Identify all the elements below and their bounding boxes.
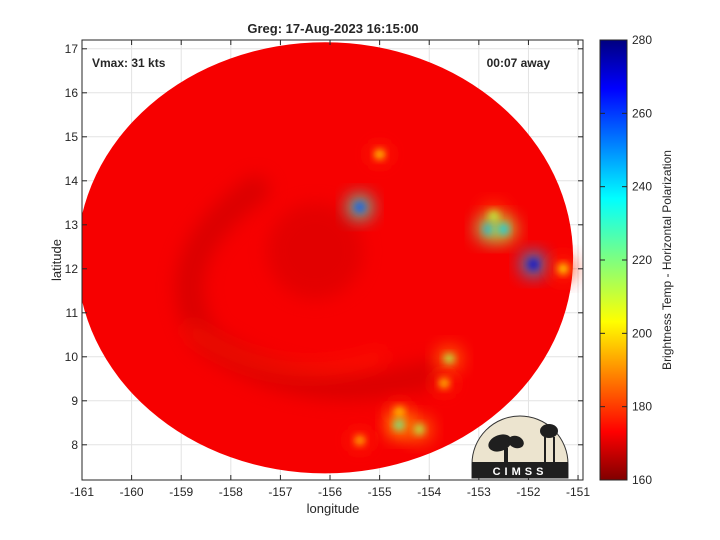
y-tick-label: 17 — [65, 42, 79, 56]
y-axis-ticks: 8 9 10 11 12 13 14 15 16 17 — [65, 42, 583, 452]
x-tick-label: -153 — [467, 485, 491, 499]
colorbar-tick-label: 220 — [632, 253, 652, 267]
vmax-annotation: Vmax: 31 kts — [92, 56, 166, 70]
y-tick-label: 10 — [65, 350, 79, 364]
chart-title: Greg: 17-Aug-2023 16:15:00 — [247, 21, 418, 36]
y-tick-label: 11 — [66, 306, 79, 320]
cimss-logo: CIMSS — [471, 415, 569, 479]
y-tick-label: 14 — [65, 174, 79, 188]
colorbar-ticks: 160 180 200 220 240 260 280 — [600, 33, 652, 487]
feature-layer — [267, 142, 576, 453]
x-axis-label: longitude — [307, 501, 360, 516]
convective-cell — [444, 354, 455, 364]
x-tick-label: -158 — [219, 485, 243, 499]
convective-cell — [354, 202, 365, 213]
y-tick-label: 15 — [65, 130, 79, 144]
x-axis-ticks: -161 -160 -159 -158 -157 -156 -155 -154 -153 -152… — [70, 40, 590, 499]
y-tick-label: 8 — [71, 438, 78, 452]
x-tick-label: -151 — [566, 485, 590, 499]
x-tick-label: -154 — [417, 485, 441, 499]
x-tick-label: -160 — [120, 485, 144, 499]
colorbar-tick-label: 160 — [632, 473, 652, 487]
convective-cell — [354, 435, 365, 446]
convective-cell — [439, 378, 450, 389]
logo-text: CIMSS — [493, 466, 548, 478]
x-tick-label: -155 — [368, 485, 392, 499]
convective-cell — [394, 420, 405, 430]
y-tick-label: 12 — [65, 262, 79, 276]
axes-box — [81, 39, 584, 481]
y-axis-label: latitude — [49, 239, 64, 281]
convective-cell — [374, 149, 385, 160]
dish-stand — [504, 448, 508, 462]
x-tick-label: -161 — [70, 485, 94, 499]
logo-band — [472, 462, 568, 478]
convective-cell — [558, 263, 569, 274]
convective-cell — [483, 224, 494, 235]
water-tower-icon — [540, 424, 558, 438]
convective-cell — [498, 224, 509, 235]
y-tick-label: 13 — [65, 218, 79, 232]
x-tick-label: -157 — [268, 485, 292, 499]
convective-cell — [528, 259, 539, 270]
y-tick-label: 9 — [71, 394, 78, 408]
satellite-dish-icon — [488, 434, 512, 452]
convective-cell — [414, 424, 425, 435]
colorbar-tick-label: 260 — [632, 106, 652, 120]
colorbar-label: Brightness Temp - Horizontal Polarizatio… — [660, 150, 674, 370]
x-tick-label: -152 — [516, 485, 540, 499]
colorbar-tick-label: 240 — [632, 180, 652, 194]
satellite-dish-icon — [508, 435, 524, 449]
tower-leg — [553, 437, 555, 462]
data-layer — [82, 42, 576, 474]
time-offset-annotation: 00:07 away — [487, 56, 551, 70]
y-tick-label: 16 — [65, 86, 79, 100]
colorbar-tick-label: 200 — [632, 326, 652, 340]
center-deep-blue-halo — [267, 203, 364, 300]
x-tick-label: -156 — [318, 485, 342, 499]
spiral-band — [183, 322, 388, 378]
x-tick-label: -159 — [169, 485, 193, 499]
colorbar-tick-label: 180 — [632, 400, 652, 414]
colorbar-tick-label: 280 — [632, 33, 652, 47]
tower-leg — [544, 437, 546, 462]
